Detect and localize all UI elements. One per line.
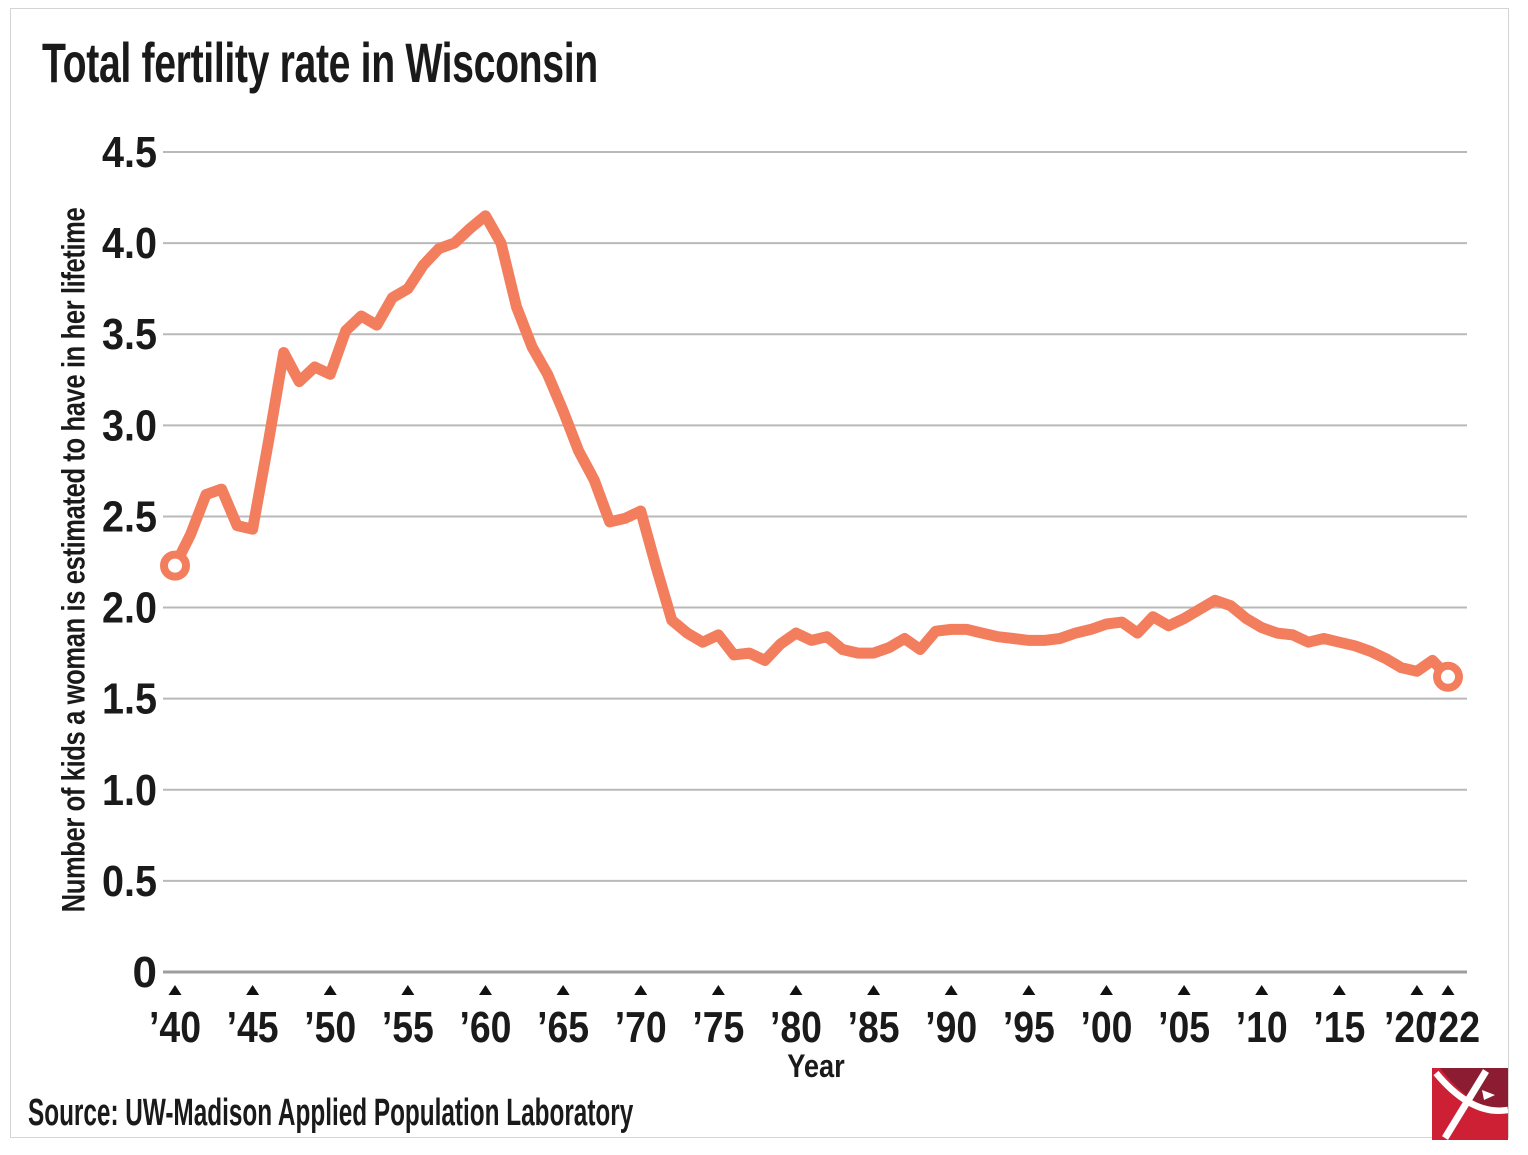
source-text: Source: UW-Madison Applied Population La… (28, 1092, 634, 1134)
y-tick-labels: 4.5 4.0 3.5 3.0 2.5 2.0 1.5 1.0 0.5 0 (102, 128, 157, 997)
x-tick-triangles (168, 985, 1455, 995)
tick-triangle-icon (323, 985, 337, 995)
x-tick-label: ’00 (1080, 1003, 1132, 1052)
fertility-line (169, 210, 1454, 683)
x-tick-label: ’05 (1158, 1003, 1210, 1052)
publisher-logo (1432, 1068, 1508, 1140)
pickaxe-tip-icon (1482, 1090, 1495, 1100)
y-tick-label: 4.0 (102, 219, 157, 268)
tick-triangle-icon (634, 985, 648, 995)
x-tick-label: ’70 (615, 1003, 667, 1052)
x-tick-label: ’45 (227, 1003, 279, 1052)
pickaxe-blade-icon (1433, 1070, 1508, 1114)
tick-triangle-icon (944, 985, 958, 995)
x-tick-label: ’90 (925, 1003, 977, 1052)
pickaxe-handle-icon (1442, 1069, 1489, 1140)
tick-triangle-icon (401, 985, 415, 995)
start-marker (160, 550, 190, 581)
chart-card (10, 8, 1509, 1138)
y-tick-label: 0 (133, 948, 157, 997)
end-marker (1433, 661, 1463, 692)
y-tick-label: 4.5 (102, 128, 157, 177)
tick-triangle-icon (789, 985, 803, 995)
tick-triangle-icon (168, 985, 182, 995)
tick-triangle-icon (1332, 985, 1346, 995)
x-tick-label: ’22 (1428, 1003, 1480, 1052)
tick-triangle-icon (1410, 985, 1424, 995)
x-tick-label: ’20 (1384, 1003, 1436, 1052)
y-tick-label: 1.0 (102, 766, 157, 815)
x-tick-label: ’50 (304, 1003, 356, 1052)
tick-triangle-icon (246, 985, 260, 995)
tick-triangle-icon (1441, 985, 1455, 995)
y-tick-label: 1.5 (102, 675, 157, 724)
gridlines (163, 151, 1467, 882)
x-tick-label: ’65 (537, 1003, 589, 1052)
x-axis-title: Year (787, 1048, 845, 1084)
x-tick-label: ’95 (1003, 1003, 1055, 1052)
tick-triangle-icon (1177, 985, 1191, 995)
x-tick-label: ’15 (1313, 1003, 1365, 1052)
y-tick-label: 2.0 (102, 584, 157, 633)
x-tick-label: ’10 (1236, 1003, 1288, 1052)
tick-triangle-icon (556, 985, 570, 995)
x-tick-label: ’60 (459, 1003, 511, 1052)
tick-triangle-icon (1255, 985, 1269, 995)
x-tick-label: ’40 (149, 1003, 201, 1052)
tick-triangle-icon (867, 985, 881, 995)
tick-triangle-icon (478, 985, 492, 995)
chart-title: Total fertility rate in Wisconsin (42, 31, 598, 94)
x-tick-label: ’55 (382, 1003, 434, 1052)
y-tick-label: 3.0 (102, 401, 157, 450)
tick-triangle-icon (1099, 985, 1113, 995)
y-tick-label: 0.5 (102, 857, 157, 906)
y-tick-label: 3.5 (102, 310, 157, 359)
x-tick-label: ’75 (692, 1003, 744, 1052)
y-tick-label: 2.5 (102, 492, 157, 541)
x-tick-label: ’85 (848, 1003, 900, 1052)
tick-triangle-icon (711, 985, 725, 995)
tick-triangle-icon (1022, 985, 1036, 995)
x-tick-labels: ’40 ’45 ’50 ’55 ’60 ’65 ’70 ’75 ’80 ’85 ’90 ’95 ’00 ’… (149, 1003, 1480, 1052)
x-tick-label: ’80 (770, 1003, 822, 1052)
